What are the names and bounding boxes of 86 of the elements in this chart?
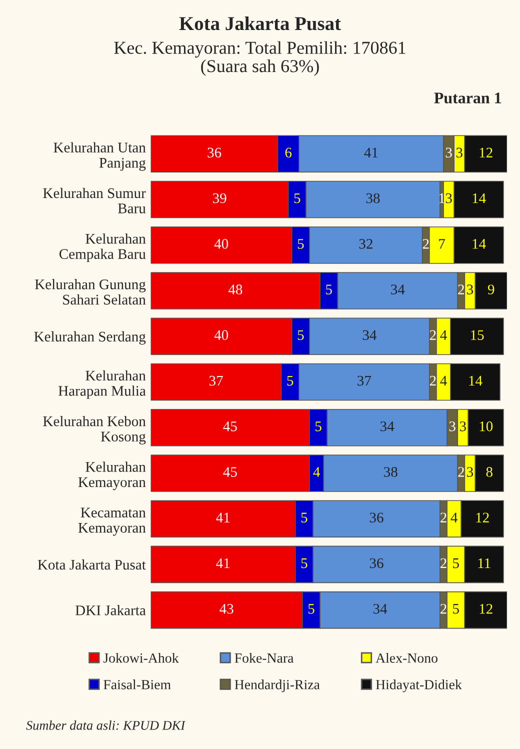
data-label: 3 xyxy=(467,467,474,477)
data-label: 40 xyxy=(214,238,228,249)
data-label: 2 xyxy=(440,604,446,614)
data-label: 4 xyxy=(440,376,447,386)
data-label: 41 xyxy=(216,512,230,522)
data-label: 14 xyxy=(472,239,486,249)
y-tick-label: Kelurahan Sumur Baru xyxy=(43,188,146,214)
data-label: 12 xyxy=(476,512,489,522)
data-label: 38 xyxy=(384,467,398,477)
data-label: 7 xyxy=(439,239,445,249)
data-label: 3 xyxy=(446,193,452,204)
data-label: 3 xyxy=(449,421,456,432)
data-label: 4 xyxy=(440,330,447,340)
y-tick-label: Kelurahan Utan Panjang xyxy=(54,142,146,171)
data-label: 3 xyxy=(446,148,452,158)
data-label: 9 xyxy=(488,284,494,294)
data-label: 3 xyxy=(460,421,466,432)
legend-label: Alex-Nono xyxy=(376,652,438,663)
data-label: 4 xyxy=(450,512,458,522)
data-label: 32 xyxy=(359,238,372,249)
data-label: 43 xyxy=(220,604,234,614)
data-label: 2 xyxy=(440,558,446,568)
data-label: 5 xyxy=(326,284,332,294)
data-label: 2 xyxy=(440,512,446,522)
y-tick-label: DKI Jakarta xyxy=(75,605,146,616)
text: Putaran 1 xyxy=(434,92,501,104)
data-label: 2 xyxy=(430,330,436,340)
data-label: 36 xyxy=(370,558,384,568)
data-label: 2 xyxy=(458,284,464,294)
data-label: 41 xyxy=(216,558,230,568)
legend-label: Foke-Nara xyxy=(234,652,294,663)
chart-subtitle: Kec. Kemayoran: Total Pemilih: 170861 (Suara sah 63%) xyxy=(114,41,406,76)
data-label: 45 xyxy=(223,467,237,477)
data-label: 5 xyxy=(294,193,300,204)
data-label: 36 xyxy=(208,148,222,158)
y-tick-label: Kelurahan Cempaka Baru xyxy=(59,233,146,262)
data-label: 39 xyxy=(212,193,226,204)
legend-label: Faisal-Biem xyxy=(104,680,171,690)
data-label: 34 xyxy=(380,421,394,432)
data-label: 4 xyxy=(313,467,320,477)
y-tick-label: Kelurahan Harapan Mulia xyxy=(58,370,146,399)
legend-label: Hidayat-Didiek xyxy=(376,680,462,692)
legend-label: Hendardji-Riza xyxy=(234,680,320,692)
data-label: 6 xyxy=(285,148,292,158)
data-label: 36 xyxy=(370,512,384,523)
y-tick-label: Kelurahan Serdang xyxy=(34,331,146,345)
data-label: 37 xyxy=(209,376,223,386)
data-label: 37 xyxy=(358,376,372,386)
data-label: 34 xyxy=(391,284,405,294)
data-label: 45 xyxy=(223,422,237,432)
data-label: 2 xyxy=(422,238,429,249)
data-label: 10 xyxy=(480,421,493,432)
data-label: 41 xyxy=(364,148,378,158)
text: Sumber data asli: KPUD DKI xyxy=(26,720,186,730)
chart-title: Kota Jakarta Pusat xyxy=(179,16,341,30)
data-label: 5 xyxy=(308,604,314,614)
data-label: 12 xyxy=(480,604,492,614)
y-tick-label: Kelurahan Gunung Sahari Selatan xyxy=(34,279,146,305)
data-label: 5 xyxy=(301,512,308,523)
data-label: 12 xyxy=(480,148,492,158)
y-tick-label: Kelurahan Kebon Kosong xyxy=(43,416,146,444)
y-tick-label: Kota Jakarta Pusat xyxy=(38,559,146,570)
data-label: 34 xyxy=(373,604,388,614)
data-label: 15 xyxy=(471,330,484,340)
data-label: 5 xyxy=(301,558,308,568)
data-label: 5 xyxy=(453,604,459,614)
data-label: 11 xyxy=(478,558,490,568)
data-label: 3 xyxy=(467,284,474,294)
y-tick-label: Kecamatan Kemayoran xyxy=(78,508,146,536)
data-label: 5 xyxy=(287,376,294,386)
data-label: 5 xyxy=(453,558,459,568)
data-label: 3 xyxy=(456,148,462,158)
data-label: 38 xyxy=(366,193,380,204)
data-label: 48 xyxy=(228,284,242,294)
data-label: 14 xyxy=(472,193,486,204)
data-label: 14 xyxy=(469,376,482,386)
legend-label: Jokowi-Ahok xyxy=(103,652,179,663)
data-label: 34 xyxy=(362,330,377,340)
data-label: 2 xyxy=(458,467,464,477)
data-label: 5 xyxy=(298,330,304,340)
data-label: 5 xyxy=(298,239,304,249)
data-label: 8 xyxy=(486,467,492,477)
y-tick-label: Kelurahan Kemayoran xyxy=(78,462,146,490)
data-label: 40 xyxy=(214,330,228,340)
data-label: 5 xyxy=(316,422,322,432)
data-label: 2 xyxy=(430,376,436,386)
